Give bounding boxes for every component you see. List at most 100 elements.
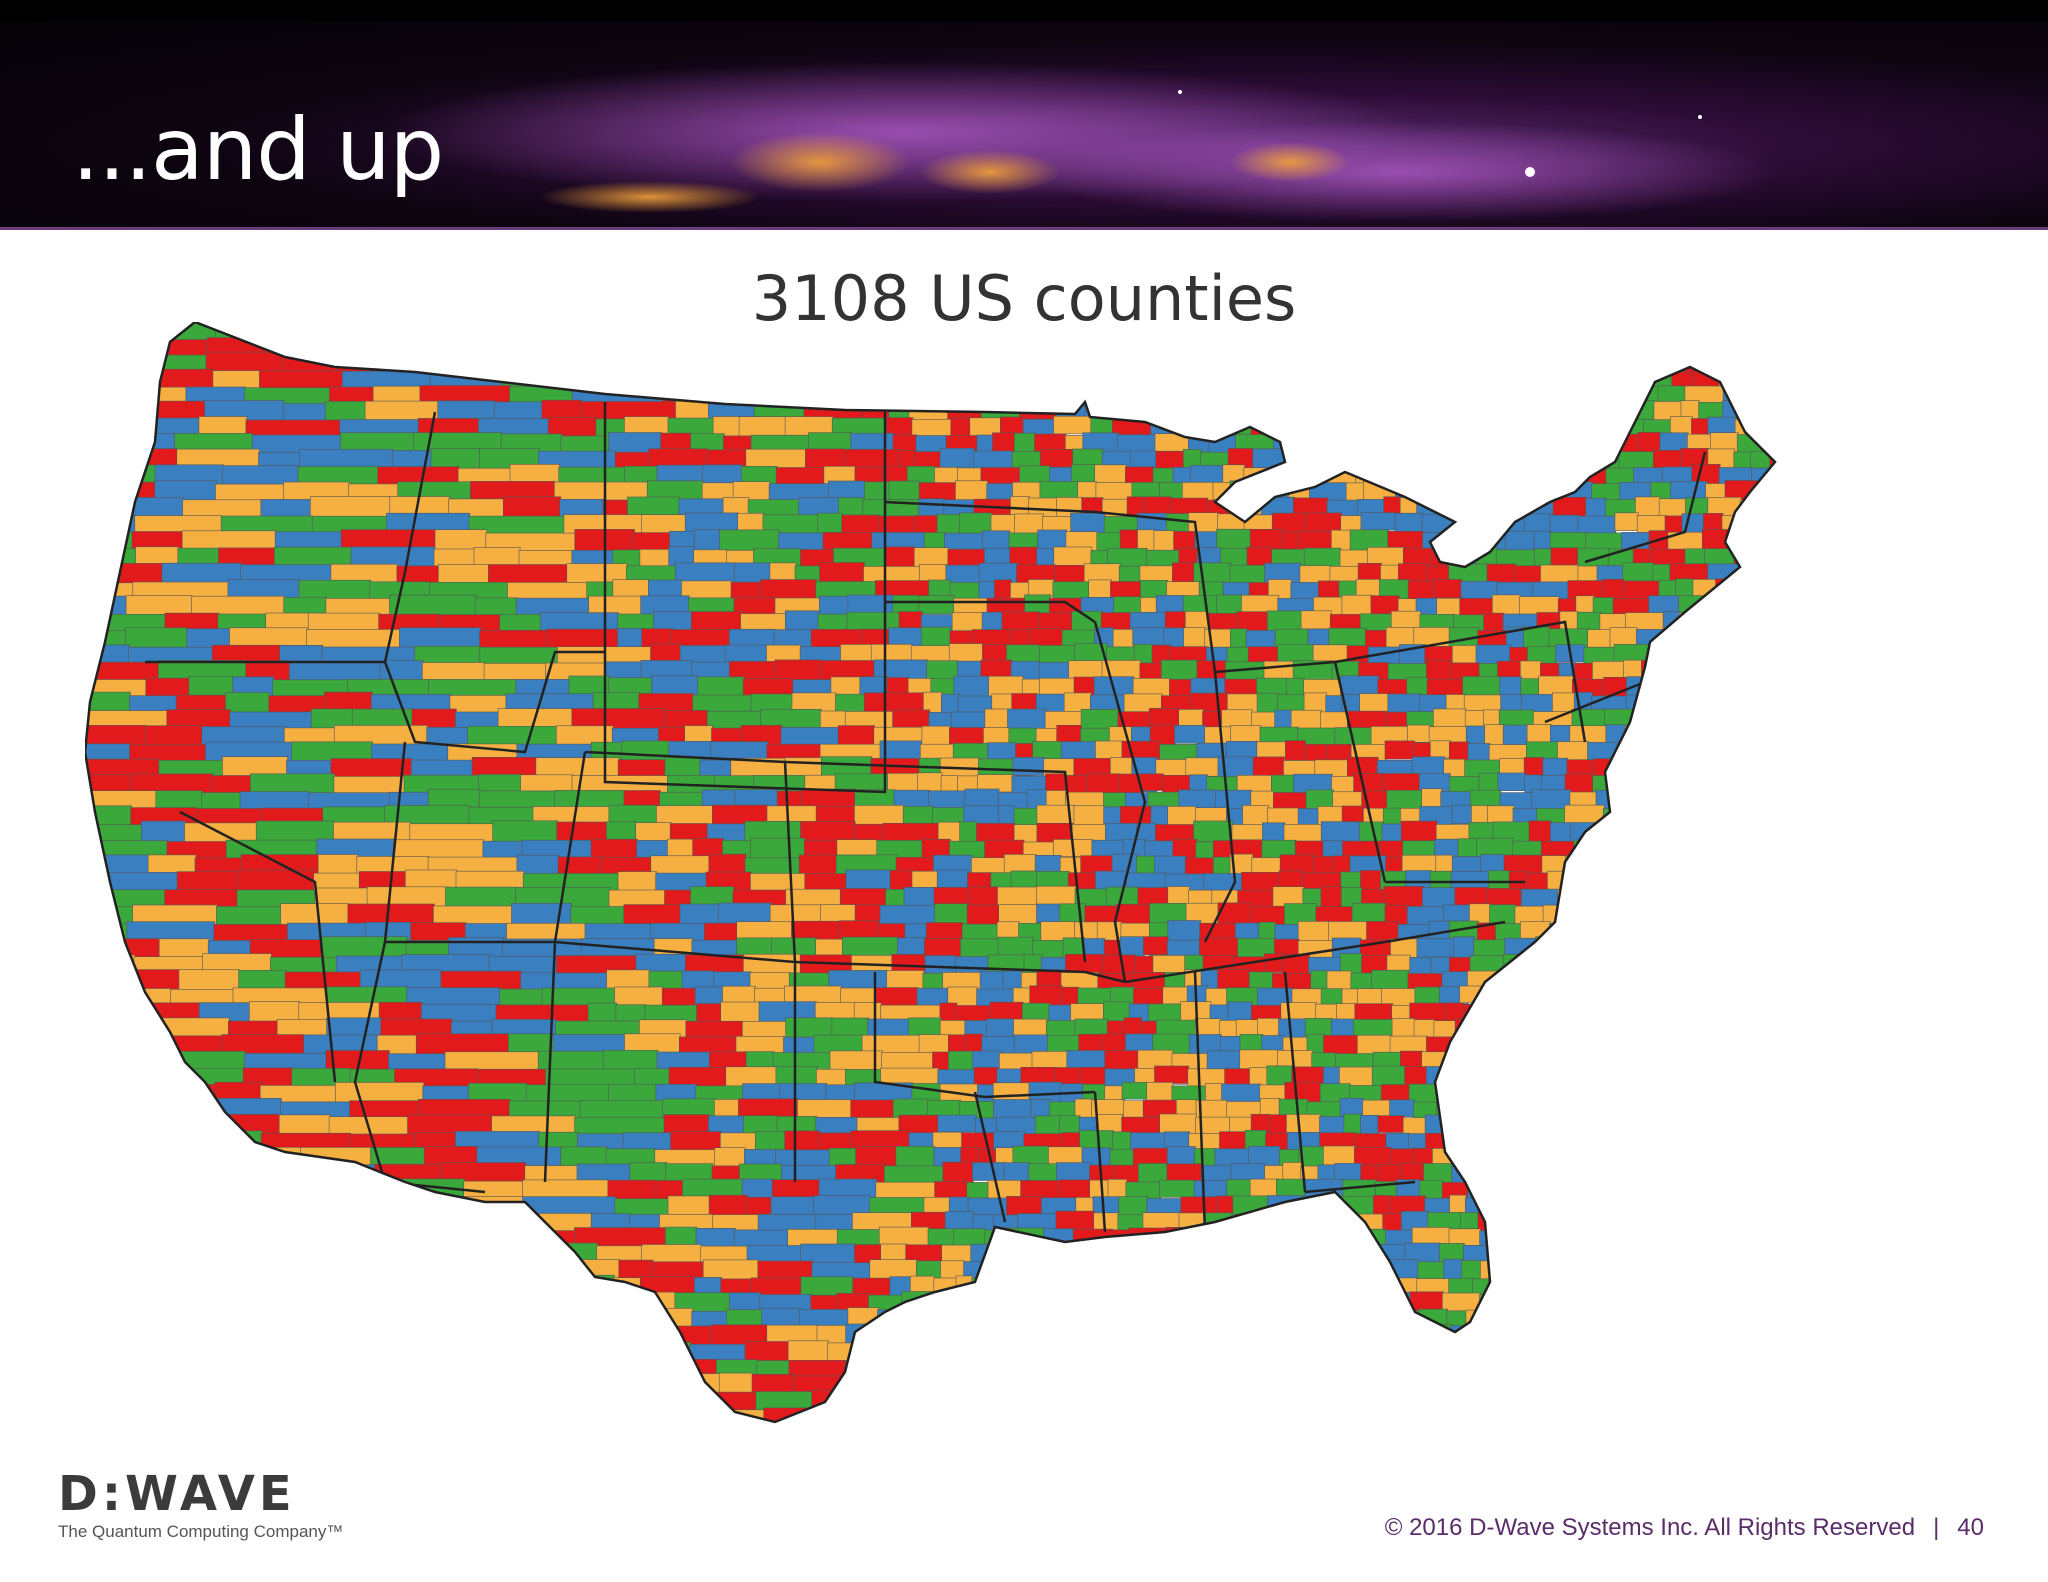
county-cell xyxy=(1641,1408,1662,1422)
county-cell xyxy=(1819,419,1844,450)
county-cell xyxy=(1501,1324,1523,1347)
county-cell xyxy=(509,1389,590,1422)
county-cell xyxy=(1074,1244,1116,1267)
county-cell xyxy=(1825,954,1853,971)
county-cell xyxy=(816,1439,845,1462)
county-cell xyxy=(1275,1440,1306,1462)
county-cell xyxy=(1647,1034,1681,1055)
county-cell xyxy=(971,1357,1009,1386)
county-cell xyxy=(1580,1275,1605,1308)
county-cell xyxy=(1809,563,1847,595)
county-cell xyxy=(1504,354,1525,388)
county-cell xyxy=(1681,627,1708,647)
county-cell xyxy=(1289,353,1324,387)
county-cell xyxy=(1259,1359,1294,1391)
county-cell xyxy=(1657,757,1687,788)
county-cell xyxy=(1892,760,1916,784)
county-cell xyxy=(707,322,743,372)
county-cell xyxy=(371,1390,433,1422)
county-cell xyxy=(1462,1113,1500,1145)
county-cell xyxy=(1324,322,1357,341)
county-cell xyxy=(214,1390,264,1422)
county-cell xyxy=(1734,368,1756,404)
county-cell xyxy=(1495,1358,1533,1384)
county-cell xyxy=(1947,646,1965,669)
county-cell xyxy=(1174,1390,1212,1422)
county-cell xyxy=(552,1341,632,1421)
county-cells xyxy=(85,322,1966,1462)
county-cell xyxy=(1143,936,1169,956)
county-cell xyxy=(964,1426,989,1459)
county-cell xyxy=(1723,921,1754,943)
county-cell xyxy=(138,1129,206,1214)
county-cell xyxy=(1873,677,1909,697)
county-cell xyxy=(85,1194,161,1262)
county-cell xyxy=(1483,1408,1506,1422)
county-cell xyxy=(1354,1323,1372,1351)
county-cell xyxy=(1930,647,1948,673)
county-cell xyxy=(1131,1423,1149,1447)
county-cell xyxy=(1559,337,1592,363)
county-cell xyxy=(754,354,805,389)
county-cell xyxy=(1891,1163,1909,1181)
county-cell xyxy=(717,369,761,407)
county-cell xyxy=(1432,579,1463,599)
county-cell xyxy=(1377,1115,1405,1133)
county-cell xyxy=(1590,1357,1625,1381)
county-cell xyxy=(548,1310,596,1354)
county-cell xyxy=(1838,1020,1877,1054)
county-cell xyxy=(626,1359,683,1407)
county-cell xyxy=(1797,955,1826,980)
county-cell xyxy=(1813,613,1845,637)
county-cell xyxy=(1323,1392,1362,1422)
county-cell xyxy=(933,887,971,906)
county-cell xyxy=(1757,677,1775,713)
county-cell xyxy=(898,1340,938,1372)
county-cell xyxy=(1715,758,1746,793)
county-cell xyxy=(1592,1181,1610,1207)
county-cell xyxy=(382,1307,448,1377)
county-cell xyxy=(1743,1069,1773,1093)
county-cell xyxy=(1363,1294,1386,1328)
county-cell xyxy=(1290,1391,1326,1422)
county-cell xyxy=(1933,1375,1952,1400)
county-cell xyxy=(299,1182,381,1251)
county-cell xyxy=(85,1324,132,1394)
county-cell xyxy=(1343,417,1383,451)
county-cell xyxy=(1725,1116,1749,1140)
county-cell xyxy=(1511,1211,1548,1230)
county-cell xyxy=(85,1099,139,1164)
county-cell xyxy=(1917,855,1957,882)
county-cell xyxy=(1613,1052,1647,1070)
county-cell xyxy=(1648,1327,1668,1346)
county-cell xyxy=(1644,1424,1669,1447)
county-cell xyxy=(1461,368,1489,387)
county-cell xyxy=(322,1391,374,1422)
county-cell xyxy=(451,1277,546,1341)
county-cell xyxy=(838,1425,893,1457)
county-cell xyxy=(1925,677,1946,699)
county-cell xyxy=(1746,1389,1775,1421)
county-cell xyxy=(210,1423,277,1462)
county-cell xyxy=(1781,1390,1803,1418)
county-cell xyxy=(495,1230,576,1273)
county-cell xyxy=(1621,775,1643,805)
county-cell xyxy=(1785,1132,1823,1162)
county-cell xyxy=(1756,1442,1788,1462)
county-cell xyxy=(1006,1245,1042,1279)
county-cell xyxy=(1819,937,1839,965)
logo-tagline: The Quantum Computing Company™ xyxy=(58,1522,344,1541)
county-cell xyxy=(1473,337,1499,370)
county-cell xyxy=(1559,903,1581,936)
county-cell xyxy=(1777,1181,1810,1210)
county-cell xyxy=(391,1229,449,1286)
county-cell xyxy=(1877,744,1912,762)
county-cell xyxy=(1744,756,1769,781)
county-cell xyxy=(1322,1372,1361,1399)
county-cell xyxy=(1952,660,1966,683)
county-cell xyxy=(1602,1391,1642,1422)
county-cell xyxy=(1809,1182,1839,1203)
county-cell xyxy=(1196,402,1234,432)
county-cell xyxy=(85,1180,126,1245)
county-cell xyxy=(1583,970,1614,991)
